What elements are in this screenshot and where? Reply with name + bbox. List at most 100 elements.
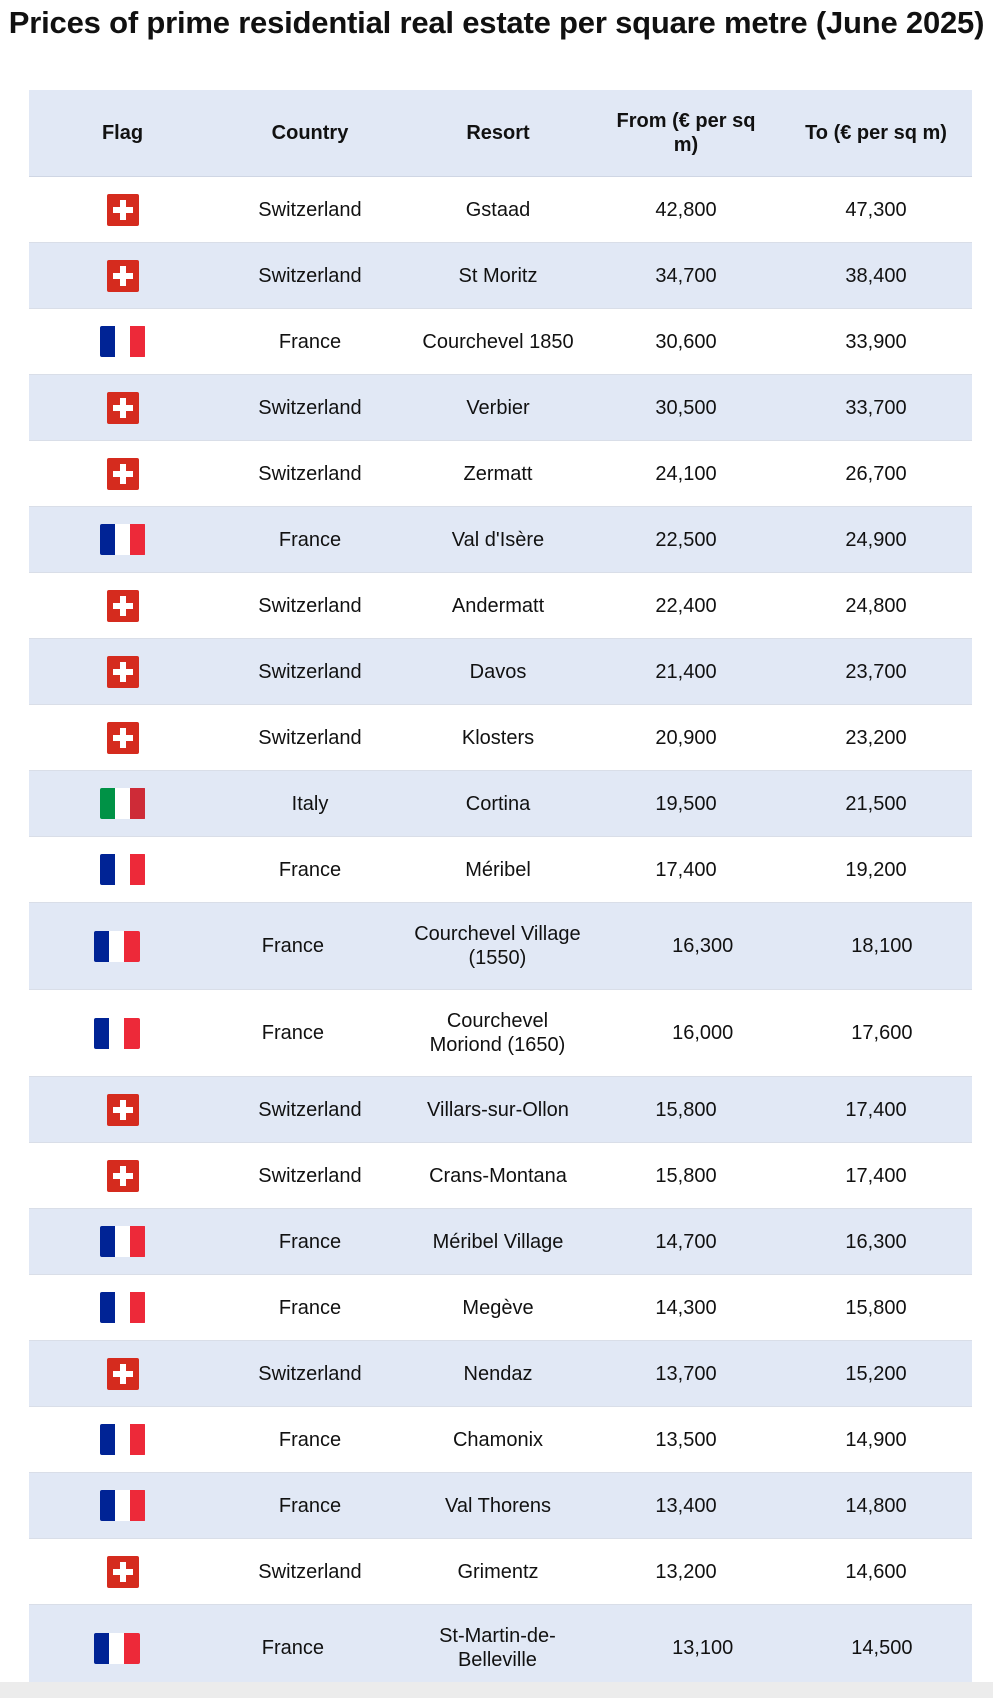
header-resort: Resort [466,122,530,144]
to-cell: 26,700 [845,462,907,485]
country-cell: France [278,1494,342,1517]
flag-cell [29,721,216,754]
from-cell: 22,400 [655,594,717,617]
country-cell: Switzerland [258,1362,362,1385]
resort-cell: Cortina [465,792,531,815]
flag-cell [29,930,205,962]
page-footer-bar [0,1682,993,1698]
switzerland-flag-icon [106,259,139,292]
to-cell: 33,900 [845,330,907,353]
from-cell: 30,600 [655,330,717,353]
country-cell: Switzerland [258,1164,362,1187]
to-cell: 18,100 [851,935,913,957]
flag-cell [29,1226,216,1257]
table-row: Switzerland Gstaad 42,800 47,300 [29,177,972,243]
from-cell: 14,300 [655,1296,717,1319]
table-row: Switzerland Andermatt 22,400 24,800 [29,573,972,639]
flag-cell [29,259,216,292]
to-cell: 23,200 [845,726,907,749]
france-flag-icon [99,1226,146,1257]
switzerland-flag-icon [106,589,139,622]
resort-cell: Courchevel Village (1550) [414,923,581,969]
header-to: To (€ per sq m) [805,122,947,144]
flag-cell [29,788,216,819]
from-cell: 13,500 [655,1428,717,1451]
flag-cell [29,1017,205,1049]
to-cell: 15,800 [845,1296,907,1319]
flag-cell [29,1490,216,1521]
resort-cell: Verbier [466,396,530,419]
resort-cell: Courchevel Moriond (1650) [429,1010,566,1056]
france-flag-icon [99,524,146,555]
country-cell: France [278,1230,342,1253]
country-cell: France [278,1428,342,1451]
flag-cell [29,457,216,490]
to-cell: 17,400 [845,1098,907,1121]
from-cell: 17,400 [655,858,717,881]
table-row: Switzerland Grimentz 13,200 14,600 [29,1539,972,1605]
table-row: France Megève 14,300 15,800 [29,1275,972,1341]
switzerland-flag-icon [106,1159,139,1192]
flag-cell [29,1555,216,1588]
to-cell: 47,300 [845,198,907,221]
resort-cell: Grimentz [457,1560,539,1583]
country-cell: France [261,1022,324,1044]
flag-cell [29,854,216,885]
country-cell: Switzerland [258,1098,362,1121]
switzerland-flag-icon [106,655,139,688]
switzerland-flag-icon [106,721,139,754]
country-cell: France [278,528,342,551]
table-row: Italy Cortina 19,500 21,500 [29,771,972,837]
switzerland-flag-icon [106,1357,139,1390]
resort-cell: Villars-sur-Ollon [427,1098,569,1121]
switzerland-flag-icon [106,1093,139,1126]
flag-cell [29,1357,216,1390]
to-cell: 33,700 [845,396,907,419]
to-cell: 24,900 [845,528,907,551]
table-row: France Méribel Village 14,700 16,300 [29,1209,972,1275]
resort-cell: Chamonix [452,1428,544,1451]
table-row: Switzerland St Moritz 34,700 38,400 [29,243,972,309]
switzerland-flag-icon [106,193,139,226]
flag-cell [29,589,216,622]
resort-cell: Gstaad [465,198,531,221]
switzerland-flag-icon [106,1555,139,1588]
header-flag: Flag [101,122,144,144]
table-row: Switzerland Verbier 30,500 33,700 [29,375,972,441]
prices-table: Flag Country Resort From (€ per sq m) To… [29,90,972,1692]
france-flag-icon [93,1632,140,1664]
flag-cell [29,1424,216,1455]
from-cell: 15,800 [655,1098,717,1121]
italy-flag-icon [99,788,146,819]
country-cell: Switzerland [258,198,362,221]
resort-cell: Val Thorens [445,1494,551,1517]
from-cell: 13,700 [655,1362,717,1385]
resort-cell: Nendaz [463,1362,533,1385]
country-cell: France [261,935,324,957]
from-cell: 15,800 [655,1164,717,1187]
from-cell: 16,000 [672,1022,734,1044]
flag-cell [29,326,216,357]
from-cell: 34,700 [655,264,717,287]
resort-cell: Zermatt [463,462,533,485]
to-cell: 14,800 [845,1494,907,1517]
table-row: France Courchevel 1850 30,600 33,900 [29,309,972,375]
resort-cell: Méribel [465,858,531,881]
from-cell: 19,500 [655,792,717,815]
resort-cell: St Moritz [458,264,538,287]
country-cell: Switzerland [258,594,362,617]
to-cell: 24,800 [845,594,907,617]
france-flag-icon [99,854,146,885]
from-cell: 22,500 [655,528,717,551]
resort-cell: Andermatt [451,594,545,617]
table-row: France Courchevel Village (1550) 16,300 18,… [29,903,972,990]
table-row: France Courchevel Moriond (1650) 16,000 17,… [29,990,972,1077]
flag-cell [29,1292,216,1323]
from-cell: 13,100 [672,1637,734,1659]
country-cell: Switzerland [258,396,362,419]
resort-cell: St-Martin-de-Belleville [439,1625,556,1671]
flag-cell [29,1159,216,1192]
resort-cell: Megève [462,1296,534,1319]
flag-cell [29,1632,205,1664]
to-cell: 21,500 [845,792,907,815]
